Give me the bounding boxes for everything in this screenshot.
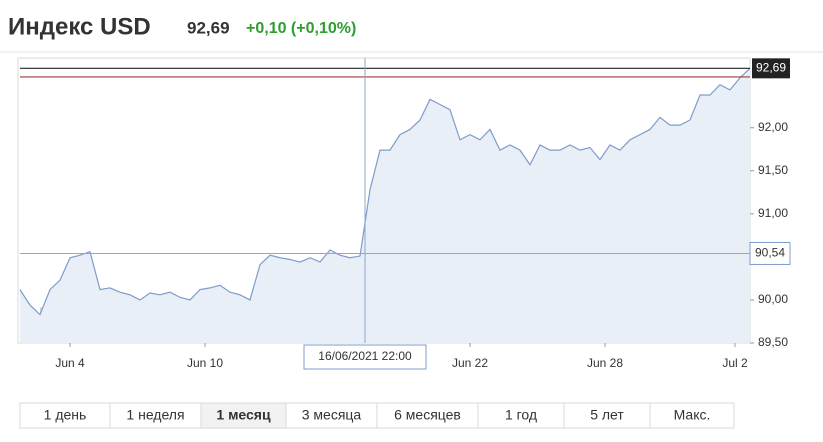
crosshair-y-label: 90,54 — [755, 246, 785, 260]
range-button[interactable]: Макс. — [649, 402, 735, 429]
y-tick-label: 89,50 — [758, 335, 788, 349]
range-button[interactable]: 1 год — [477, 402, 565, 429]
range-button-label[interactable]: 3 месяца — [302, 407, 362, 423]
x-tick-label: Jul 2 — [722, 356, 748, 370]
range-button[interactable]: 1 месяц — [200, 402, 287, 429]
x-tick-label: Jun 22 — [452, 356, 488, 370]
range-button[interactable]: 5 лет — [563, 402, 651, 429]
range-button-label[interactable]: 1 год — [505, 407, 537, 423]
range-button[interactable]: 1 неделя — [109, 402, 202, 429]
range-button-label[interactable]: 1 неделя — [126, 407, 184, 423]
title: Индекс USD — [8, 13, 151, 40]
range-button-label[interactable]: 6 месяцев — [394, 407, 461, 423]
range-button-bg[interactable] — [649, 402, 735, 429]
x-tick-label: Jun 10 — [187, 356, 223, 370]
range-button-label[interactable]: 5 лет — [590, 407, 624, 423]
y-tick-label: 92,00 — [758, 120, 788, 134]
price: 92,69 — [187, 18, 230, 37]
price-line — [19, 67, 751, 316]
y-tick-label: 90,00 — [758, 292, 788, 306]
range-button-bg[interactable] — [109, 402, 202, 429]
range-button-bg[interactable] — [563, 402, 651, 429]
range-button-bg[interactable] — [200, 402, 287, 429]
range-button-bg[interactable] — [376, 402, 479, 429]
range-button[interactable]: 3 месяца — [285, 402, 378, 429]
last-price-box — [752, 58, 790, 79]
range-button-label[interactable]: 1 месяц — [216, 407, 271, 423]
range-button-label[interactable]: 1 день — [44, 407, 87, 423]
crosshair-x-box — [303, 344, 427, 370]
range-button[interactable]: 1 день — [19, 402, 111, 429]
x-tick-label: Jun 28 — [587, 356, 623, 370]
last-price-label: 92,69 — [756, 61, 786, 75]
y-tick-label: 91,50 — [758, 163, 788, 177]
range-button-label[interactable]: Макс. — [674, 407, 711, 423]
range-button[interactable]: 6 месяцев — [376, 402, 479, 429]
area-fill — [20, 68, 750, 343]
x-tick-label: Jun 4 — [55, 356, 85, 370]
crosshair-y-box — [749, 241, 791, 265]
crosshair-x-label: 16/06/2021 22:00 — [318, 349, 412, 363]
y-tick-label: 91,00 — [758, 206, 788, 220]
range-button-bg[interactable] — [19, 402, 111, 429]
change: +0,10 (+0,10%) — [246, 20, 356, 37]
range-button-bg[interactable] — [285, 402, 378, 429]
